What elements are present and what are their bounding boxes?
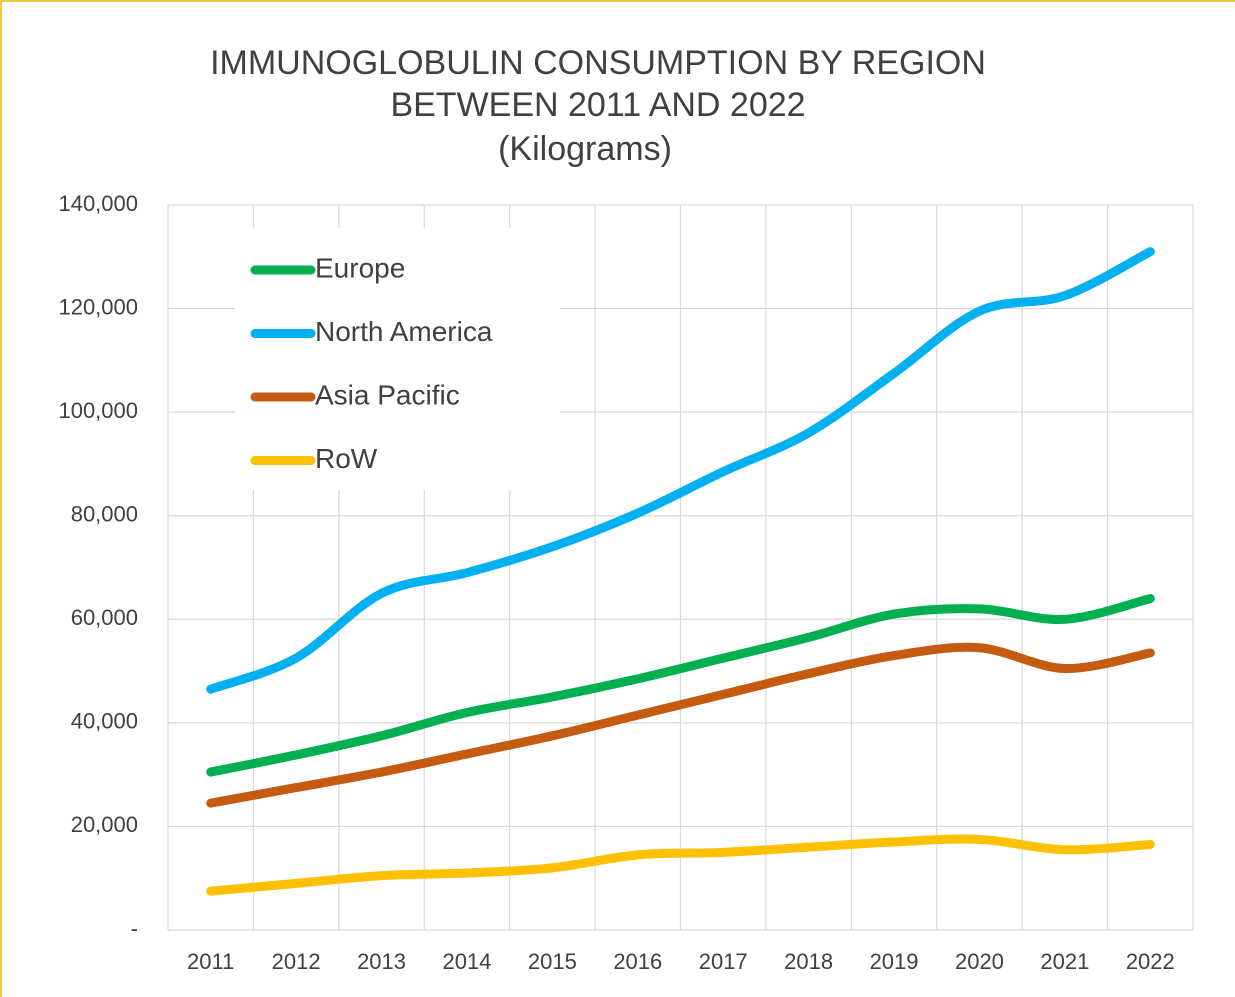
chart-title: IMMUNOGLOBULIN CONSUMPTION BY REGION — [210, 44, 986, 82]
y-tick-label: 100,000 — [58, 398, 138, 423]
y-tick-label: 20,000 — [71, 812, 138, 837]
legend-label: RoW — [315, 443, 378, 474]
x-tick-label: 2020 — [955, 949, 1004, 974]
x-tick-label: 2022 — [1126, 949, 1175, 974]
x-tick-label: 2019 — [870, 949, 919, 974]
legend-label: Europe — [315, 252, 405, 283]
y-tick-label: 140,000 — [58, 191, 138, 216]
x-tick-label: 2014 — [442, 949, 491, 974]
y-tick-label: 40,000 — [71, 709, 138, 734]
series-line — [206, 594, 1155, 777]
x-tick-label: 2013 — [357, 949, 406, 974]
x-tick-label: 2012 — [272, 949, 321, 974]
legend-label: North America — [315, 316, 493, 347]
x-tick-label: 2018 — [784, 949, 833, 974]
x-tick-label: 2016 — [613, 949, 662, 974]
legend: Europe North America Asia Pacific RoW — [235, 228, 560, 490]
series-line — [206, 834, 1155, 896]
y-tick-label: - — [131, 916, 138, 941]
y-tick-label: 60,000 — [71, 605, 138, 630]
chart-title: BETWEEN 2011 AND 2022 — [390, 86, 805, 124]
x-tick-label: 2017 — [699, 949, 748, 974]
series-line — [206, 642, 1155, 808]
legend-label: Asia Pacific — [315, 379, 460, 410]
x-tick-label: 2021 — [1040, 949, 1089, 974]
y-tick-label: 120,000 — [58, 294, 138, 319]
chart-subtitle: (Kilograms) — [498, 130, 672, 168]
x-tick-label: 2011 — [187, 949, 234, 974]
series-line — [206, 247, 1155, 694]
y-tick-label: 80,000 — [71, 502, 138, 527]
x-tick-label: 2015 — [528, 949, 577, 974]
